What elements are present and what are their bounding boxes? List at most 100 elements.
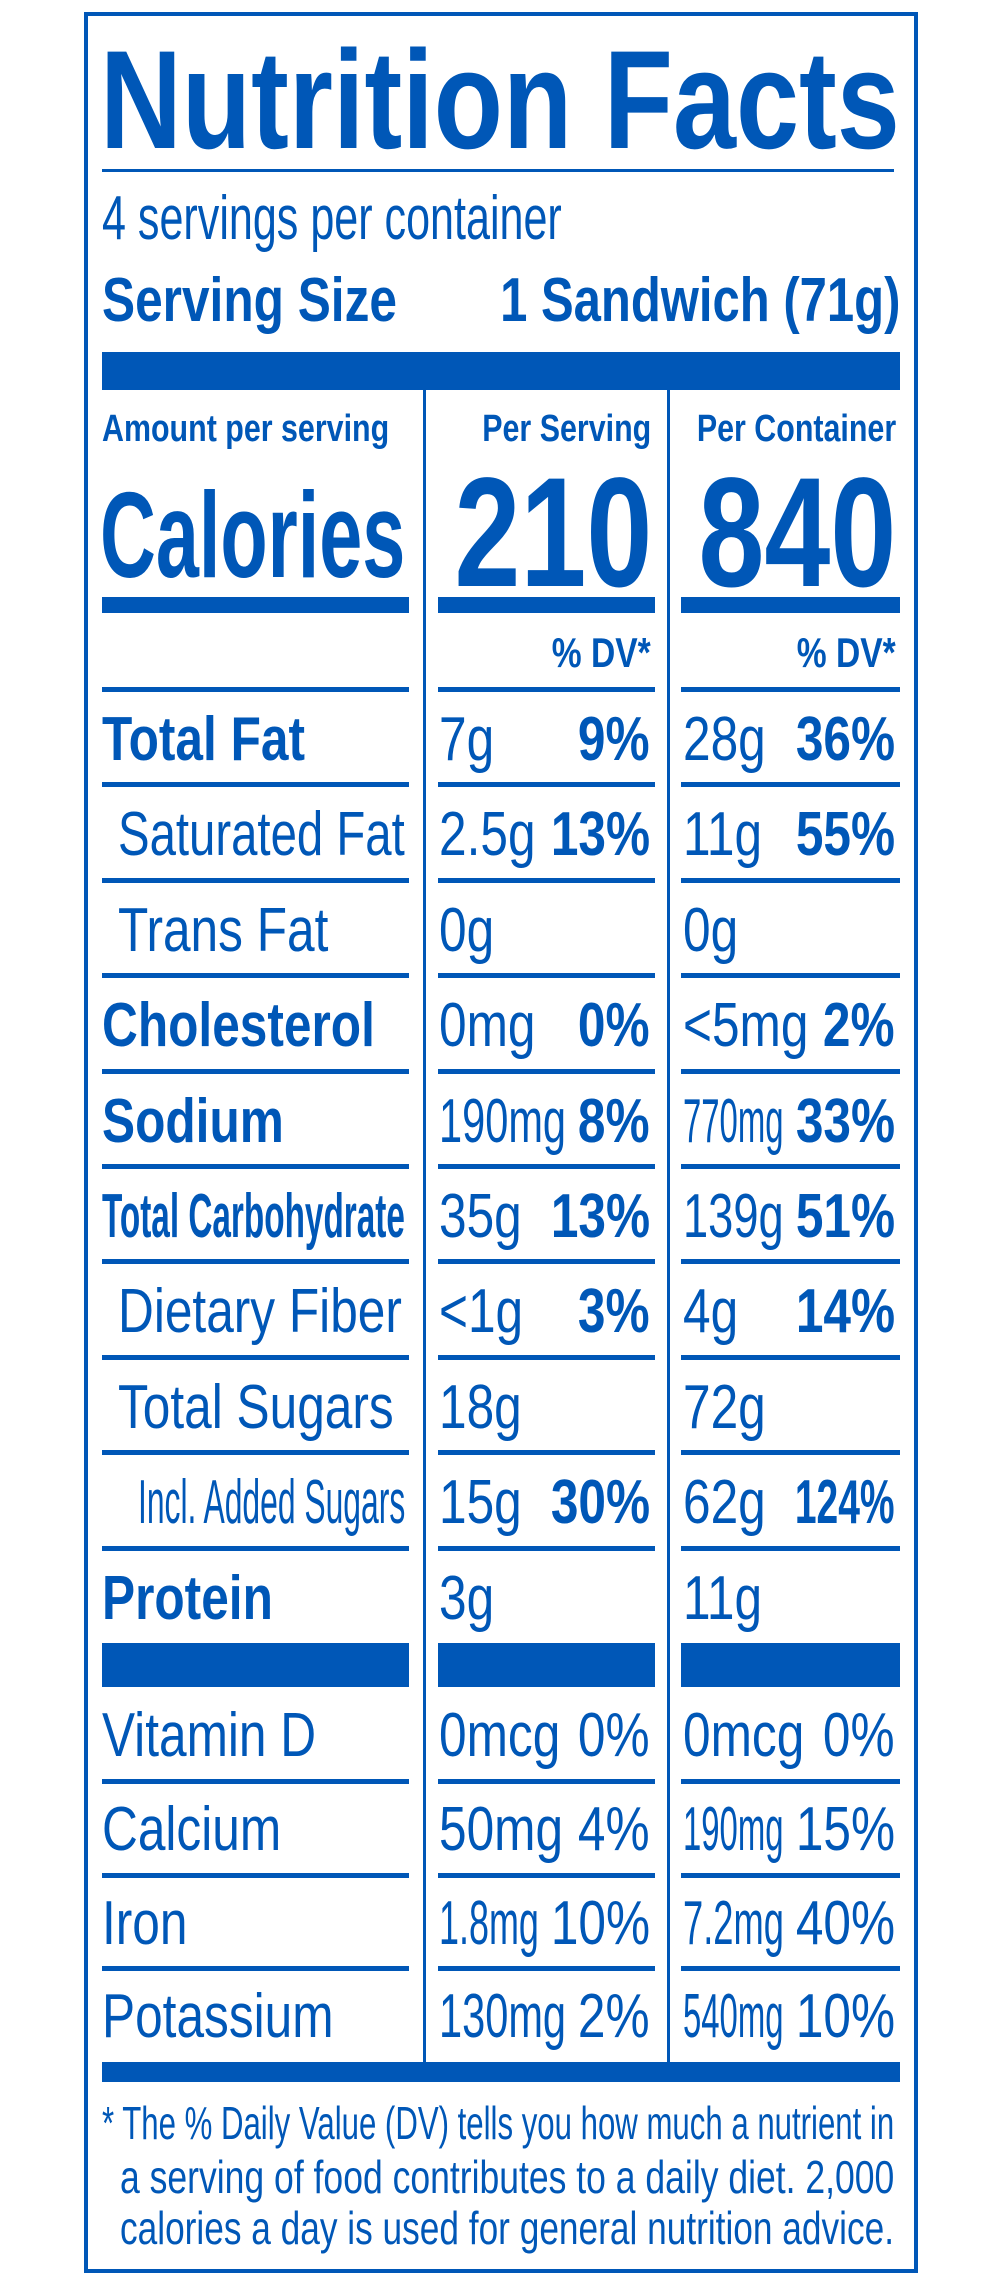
- dv-per-container: 14%: [795, 1277, 895, 1347]
- amount-per-serving-value: 0g: [439, 895, 495, 965]
- row-rule: [102, 878, 409, 883]
- title-rule: [102, 169, 894, 172]
- calories-rule-1: [102, 597, 409, 613]
- row-rule: [681, 1069, 900, 1074]
- calories-label: Calories: [100, 467, 406, 603]
- dv-per-serving: 10%: [550, 1888, 650, 1958]
- row-rule: [102, 973, 409, 978]
- amount-per-serving-value: 3g: [439, 1563, 495, 1633]
- row-rule: [102, 1450, 409, 1455]
- vitamin-rule: [681, 1643, 900, 1687]
- amount-per-serving-value: 0mg: [439, 991, 536, 1061]
- row-rule: [681, 687, 900, 692]
- row-rule: [681, 973, 900, 978]
- nutrient-name: Total Fat: [102, 705, 305, 774]
- amount-per-container-value: 139g: [683, 1182, 784, 1251]
- servings-per-container: 4 servings per container: [102, 184, 562, 253]
- dv-per-serving: 0%: [578, 991, 650, 1061]
- dv-per-container: 40%: [795, 1888, 895, 1958]
- row-rule: [438, 782, 655, 787]
- dv-per-serving: 2%: [578, 1982, 650, 2052]
- dv-per-container: 10%: [795, 1982, 895, 2052]
- row-rule: [102, 1355, 409, 1360]
- row-rule: [681, 1873, 900, 1878]
- dv-per-container: 15%: [795, 1794, 895, 1864]
- dv-per-serving: 13%: [550, 800, 650, 870]
- amount-per-container-value: 4g: [683, 1277, 739, 1347]
- vitamin-name: Calcium: [102, 1794, 282, 1864]
- amount-per-serving-value: 7g: [439, 705, 495, 774]
- nutrient-name: Total Carbohydrate: [102, 1182, 405, 1251]
- amount-per-container-value: <5mg: [683, 991, 809, 1061]
- nutrient-name: Trans Fat: [118, 895, 329, 965]
- amount-per-container-value: 540mg: [683, 1982, 784, 2052]
- per-container-header: Per Container: [696, 408, 896, 450]
- amount-per-serving-value: 0mcg: [439, 1701, 561, 1770]
- dv-header-container: % DV*: [797, 629, 896, 676]
- calories-rule-2: [438, 597, 655, 613]
- row-rule: [438, 687, 655, 692]
- row-rule: [438, 1069, 655, 1074]
- row-rule: [681, 1355, 900, 1360]
- amount-per-container-value: 72g: [683, 1372, 766, 1442]
- row-rule: [102, 782, 409, 787]
- amount-per-serving-value: <1g: [439, 1277, 524, 1347]
- dv-per-container: 0%: [823, 1701, 895, 1770]
- row-rule: [102, 1259, 409, 1264]
- dv-per-container: 2%: [823, 991, 895, 1061]
- amount-per-container-value: 0mcg: [683, 1701, 805, 1770]
- footnote-line-1: * The % Daily Value (DV) tells you how m…: [102, 2097, 895, 2149]
- nutrient-name: Saturated Fat: [118, 800, 405, 870]
- nutrient-name: Protein: [102, 1563, 273, 1633]
- row-rule: [681, 1450, 900, 1455]
- amount-per-serving-value: 18g: [439, 1372, 522, 1442]
- amount-per-container-value: 190mg: [683, 1794, 784, 1864]
- vitamin-name: Potassium: [102, 1982, 334, 2052]
- serving-size-value: 1 Sandwich (71g): [499, 266, 900, 335]
- nutrient-name: Dietary Fiber: [118, 1277, 402, 1347]
- row-rule: [438, 1546, 655, 1551]
- amount-per-container-value: 11g: [683, 800, 763, 870]
- dv-per-serving: 13%: [550, 1182, 650, 1251]
- row-rule: [681, 1779, 900, 1784]
- vitamin-name: Iron: [102, 1888, 188, 1958]
- vitamin-rule: [438, 1643, 655, 1687]
- row-rule: [102, 1873, 409, 1878]
- vitamin-name: Vitamin D: [102, 1701, 317, 1770]
- row-rule: [438, 1164, 655, 1169]
- dv-per-serving: 3%: [578, 1277, 650, 1347]
- amount-per-container-value: 0g: [683, 895, 739, 965]
- amount-per-serving-value: 1.8mg: [439, 1888, 539, 1958]
- thick-rule-top: [102, 352, 900, 390]
- per-serving-header: Per Serving: [482, 408, 651, 450]
- nutrient-name: Sodium: [102, 1086, 284, 1156]
- footnote-line-2: a serving of food contributes to a daily…: [120, 2151, 895, 2203]
- amount-per-serving-value: 50mg: [439, 1794, 564, 1864]
- dv-per-serving: 9%: [578, 705, 650, 774]
- dv-per-container: 124%: [795, 1468, 895, 1538]
- row-rule: [102, 1069, 409, 1074]
- row-rule: [681, 1546, 900, 1551]
- serving-size-label: Serving Size: [102, 266, 397, 335]
- row-rule: [102, 1966, 409, 1971]
- calories-per-serving: 210: [454, 446, 652, 620]
- amount-per-container-value: 7.2mg: [683, 1888, 784, 1958]
- dv-per-container: 55%: [795, 800, 895, 870]
- row-rule: [102, 1546, 409, 1551]
- row-rule: [438, 1259, 655, 1264]
- amount-per-serving-value: 190mg: [439, 1086, 567, 1156]
- dv-per-serving: 30%: [550, 1468, 650, 1538]
- row-rule: [438, 878, 655, 883]
- dv-per-container: 36%: [795, 705, 895, 774]
- amount-per-container-value: 62g: [683, 1468, 766, 1538]
- row-rule: [681, 782, 900, 787]
- nutrient-name: Incl. Added Sugars: [138, 1468, 406, 1538]
- row-rule: [438, 1966, 655, 1971]
- amount-per-serving: Amount per serving: [102, 408, 390, 450]
- column-divider-2: [667, 390, 670, 2062]
- label-title: Nutrition Facts: [100, 21, 900, 178]
- row-rule: [438, 1873, 655, 1878]
- dv-per-container: 51%: [795, 1182, 895, 1251]
- row-rule: [681, 1259, 900, 1264]
- amount-per-serving-value: 130mg: [439, 1982, 567, 2052]
